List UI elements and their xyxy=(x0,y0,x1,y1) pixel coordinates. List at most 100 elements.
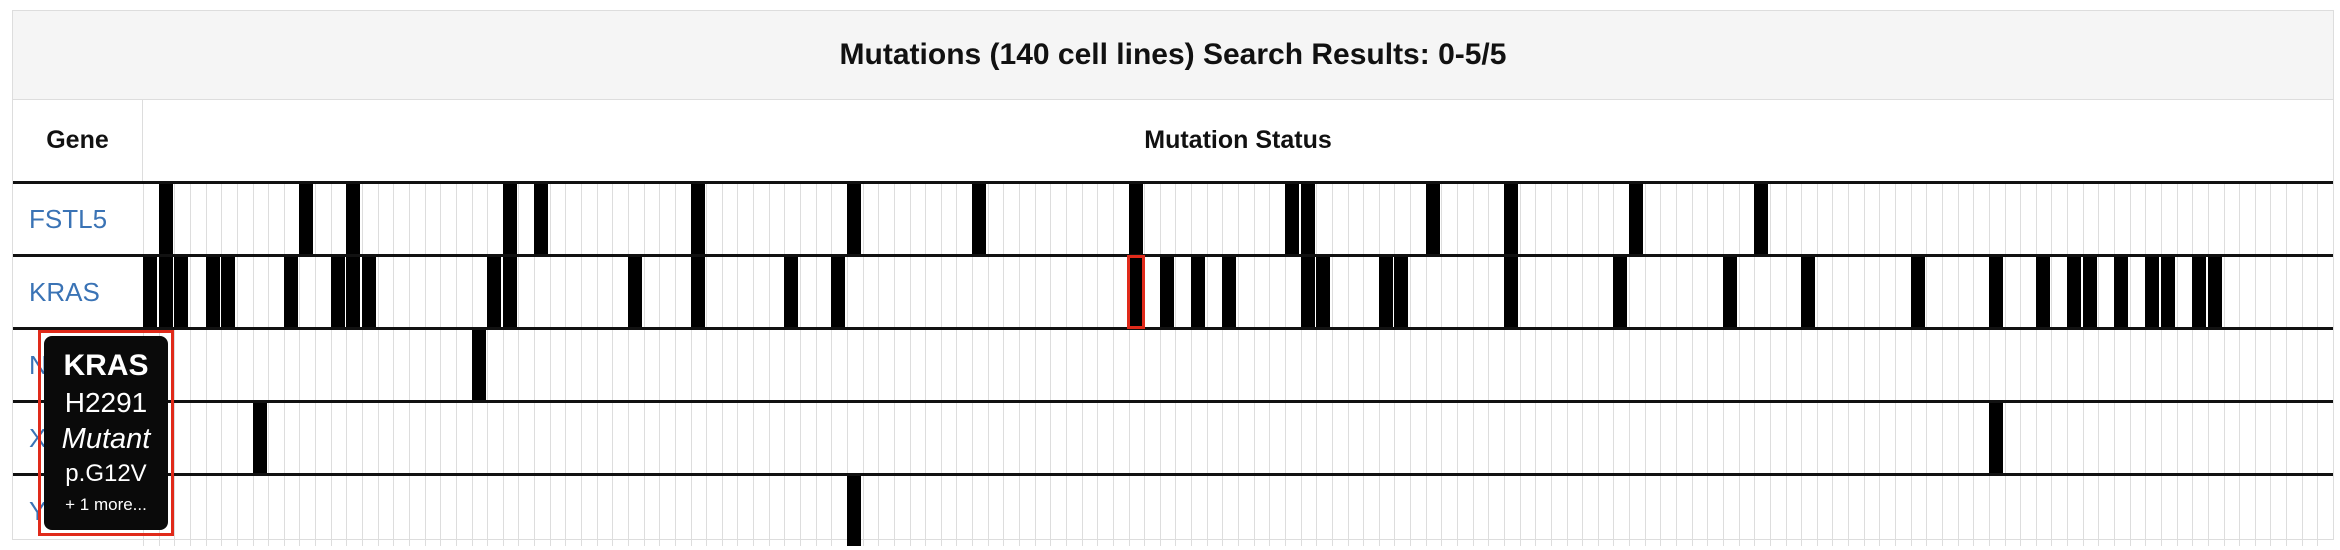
wildtype-cell[interactable] xyxy=(1034,184,1051,254)
wildtype-cell[interactable] xyxy=(1065,403,1082,473)
wildtype-cell[interactable] xyxy=(1081,184,1098,254)
wildtype-cell[interactable] xyxy=(1879,476,1895,546)
wildtype-cell[interactable] xyxy=(581,330,597,400)
wildtype-cell[interactable] xyxy=(2114,403,2130,473)
wildtype-cell[interactable] xyxy=(174,184,190,254)
wildtype-cell[interactable] xyxy=(1597,476,1614,546)
wildtype-cell[interactable] xyxy=(1159,184,1176,254)
wildtype-cell[interactable] xyxy=(1566,330,1583,400)
wildtype-cell[interactable] xyxy=(471,476,488,546)
wildtype-cell[interactable] xyxy=(2223,257,2240,327)
wildtype-cell[interactable] xyxy=(1722,476,1739,546)
wildtype-cell[interactable] xyxy=(1910,184,1927,254)
mutant-cell[interactable] xyxy=(346,184,361,254)
wildtype-cell[interactable] xyxy=(1926,257,1942,327)
wildtype-cell[interactable] xyxy=(1457,330,1473,400)
wildtype-cell[interactable] xyxy=(1941,403,1958,473)
wildtype-cell[interactable] xyxy=(1081,476,1098,546)
wildtype-cell[interactable] xyxy=(1191,184,1207,254)
wildtype-cell[interactable] xyxy=(1238,330,1254,400)
wildtype-cell[interactable] xyxy=(846,257,863,327)
wildtype-cell[interactable] xyxy=(393,257,409,327)
wildtype-cell[interactable] xyxy=(1410,257,1426,327)
tooltip-more-link[interactable]: + 1 more... xyxy=(65,495,147,514)
wildtype-cell[interactable] xyxy=(987,330,1004,400)
wildtype-cell[interactable] xyxy=(1363,184,1379,254)
wildtype-cell[interactable] xyxy=(1738,330,1755,400)
wildtype-cell[interactable] xyxy=(455,330,472,400)
wildtype-cell[interactable] xyxy=(925,403,941,473)
wildtype-cell[interactable] xyxy=(565,476,581,546)
mutant-cell[interactable] xyxy=(1613,257,1628,327)
wildtype-cell[interactable] xyxy=(1222,184,1238,254)
mutant-cell[interactable] xyxy=(1722,257,1737,327)
wildtype-cell[interactable] xyxy=(721,476,738,546)
wildtype-cell[interactable] xyxy=(596,257,613,327)
wildtype-cell[interactable] xyxy=(1081,257,1098,327)
wildtype-cell[interactable] xyxy=(815,330,832,400)
mutant-cell[interactable] xyxy=(221,257,236,327)
wildtype-cell[interactable] xyxy=(1019,476,1035,546)
wildtype-cell[interactable] xyxy=(1488,476,1504,546)
wildtype-cell[interactable] xyxy=(2145,330,2161,400)
wildtype-cell[interactable] xyxy=(846,330,863,400)
wildtype-cell[interactable] xyxy=(987,257,1004,327)
mutant-cell[interactable] xyxy=(1910,257,1925,327)
wildtype-cell[interactable] xyxy=(1582,403,1598,473)
wildtype-cell[interactable] xyxy=(893,330,910,400)
wildtype-cell[interactable] xyxy=(737,184,753,254)
wildtype-cell[interactable] xyxy=(2145,184,2161,254)
wildtype-cell[interactable] xyxy=(1191,476,1207,546)
wildtype-cell[interactable] xyxy=(205,184,222,254)
wildtype-cell[interactable] xyxy=(1895,403,1911,473)
wildtype-cell[interactable] xyxy=(753,330,769,400)
wildtype-cell[interactable] xyxy=(1347,184,1364,254)
wildtype-cell[interactable] xyxy=(1660,476,1676,546)
wildtype-cell[interactable] xyxy=(1503,476,1520,546)
wildtype-cell[interactable] xyxy=(815,476,832,546)
wildtype-cell[interactable] xyxy=(1065,257,1082,327)
wildtype-cell[interactable] xyxy=(2035,330,2052,400)
wildtype-cell[interactable] xyxy=(377,476,394,546)
wildtype-cell[interactable] xyxy=(1644,476,1661,546)
wildtype-cell[interactable] xyxy=(2020,330,2036,400)
wildtype-cell[interactable] xyxy=(800,184,816,254)
wildtype-cell[interactable] xyxy=(1644,257,1661,327)
wildtype-cell[interactable] xyxy=(1832,403,1848,473)
wildtype-cell[interactable] xyxy=(1644,403,1661,473)
wildtype-cell[interactable] xyxy=(784,184,800,254)
wildtype-cell[interactable] xyxy=(2098,257,2114,327)
wildtype-cell[interactable] xyxy=(1050,257,1066,327)
wildtype-cell[interactable] xyxy=(925,330,941,400)
wildtype-cell[interactable] xyxy=(534,330,550,400)
mutant-cell[interactable] xyxy=(143,257,157,327)
wildtype-cell[interactable] xyxy=(784,476,800,546)
mutant-cell[interactable] xyxy=(1503,257,1518,327)
wildtype-cell[interactable] xyxy=(1347,257,1364,327)
wildtype-cell[interactable] xyxy=(2051,184,2067,254)
wildtype-cell[interactable] xyxy=(2020,403,2036,473)
wildtype-cell[interactable] xyxy=(581,403,597,473)
wildtype-cell[interactable] xyxy=(690,476,707,546)
wildtype-cell[interactable] xyxy=(2051,257,2067,327)
wildtype-cell[interactable] xyxy=(393,330,409,400)
wildtype-cell[interactable] xyxy=(471,403,488,473)
mutant-cell[interactable] xyxy=(690,257,705,327)
wildtype-cell[interactable] xyxy=(1253,403,1270,473)
wildtype-cell[interactable] xyxy=(1973,330,1989,400)
wildtype-cell[interactable] xyxy=(1973,476,1989,546)
wildtype-cell[interactable] xyxy=(2114,184,2130,254)
wildtype-cell[interactable] xyxy=(1175,403,1191,473)
wildtype-cell[interactable] xyxy=(1128,330,1145,400)
mutant-cell[interactable] xyxy=(299,184,314,254)
wildtype-cell[interactable] xyxy=(1660,184,1676,254)
wildtype-cell[interactable] xyxy=(909,476,926,546)
wildtype-cell[interactable] xyxy=(174,476,190,546)
wildtype-cell[interactable] xyxy=(518,476,534,546)
wildtype-cell[interactable] xyxy=(299,330,315,400)
wildtype-cell[interactable] xyxy=(1457,476,1473,546)
wildtype-cell[interactable] xyxy=(1722,184,1739,254)
wildtype-cell[interactable] xyxy=(1206,476,1223,546)
wildtype-cell[interactable] xyxy=(643,476,660,546)
wildtype-cell[interactable] xyxy=(862,476,879,546)
